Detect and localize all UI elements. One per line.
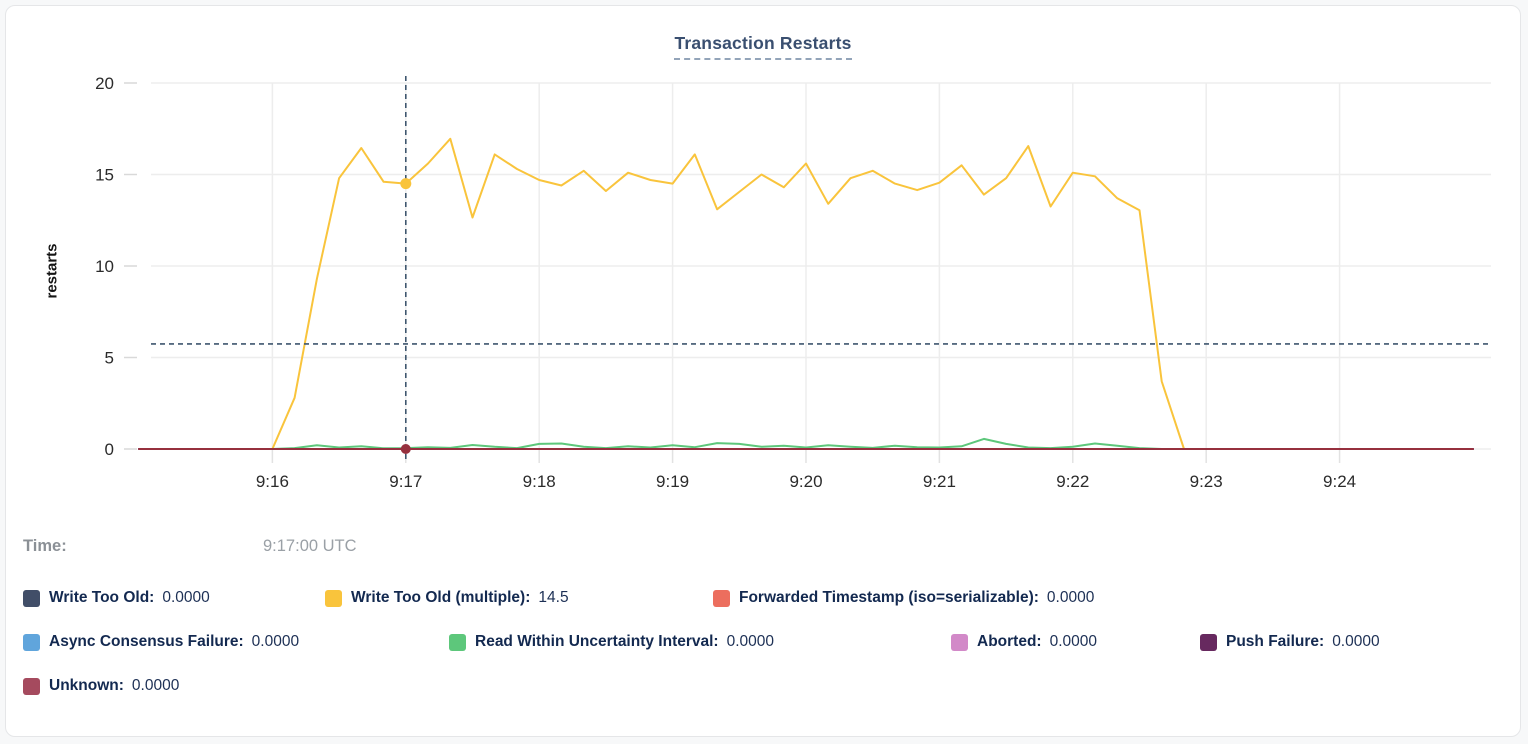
y-tick-label: 10 [95, 257, 114, 276]
legend-label: Aborted: [977, 633, 1042, 650]
legend-value: 0.0000 [1046, 589, 1095, 606]
legend-swatch-icon [951, 633, 968, 651]
chart-title[interactable]: Transaction Restarts [674, 33, 852, 60]
legend-value: 0.0000 [1332, 633, 1380, 650]
legend-item-aborted: Aborted: 0.0000 [951, 630, 1200, 654]
legend-label: Push Failure: [1226, 633, 1325, 650]
legend-label: Read Within Uncertainty Interval: [475, 633, 719, 650]
legend-label: Forwarded Timestamp (iso=serializable): [739, 589, 1039, 606]
legend-swatch-icon [23, 589, 40, 607]
legend-item-forwarded-timestamp-iso-serializable: Forwarded Timestamp (iso=serializable): 0… [713, 586, 1094, 610]
x-tick-label: 9:22 [1056, 472, 1089, 491]
hover-time-value: 9:17:00 UTC [263, 537, 357, 555]
series-line-read-within-uncertainty-interval [271, 437, 1163, 450]
legend-swatch-icon [23, 677, 40, 695]
legend-value: 0.0000 [162, 589, 210, 606]
hover-time-row: Time: 9:17:00 UTC [23, 537, 623, 556]
legend-label: Write Too Old: [49, 589, 155, 606]
legend-value: 0.0000 [251, 633, 300, 650]
legend-item-async-consensus-failure: Async Consensus Failure: 0.0000 [23, 630, 449, 654]
series-line-write-too-old-multiple [271, 137, 1185, 450]
legend-item-write-too-old-multiple: Write Too Old (multiple): 14.5 [325, 586, 713, 610]
x-tick-label: 9:21 [923, 472, 956, 491]
legend-swatch-icon [713, 589, 730, 607]
chart-header: Transaction Restarts [6, 33, 1520, 60]
legend-swatch-icon [1200, 633, 1217, 651]
legend-row: Async Consensus Failure: 0.0000 Read Withi… [23, 630, 1508, 654]
legend-item-write-too-old: Write Too Old: 0.0000 [23, 586, 325, 610]
x-tick-label: 9:16 [256, 472, 289, 491]
x-tick-label: 9:19 [656, 472, 689, 491]
x-tick-label: 9:18 [523, 472, 556, 491]
legend-swatch-icon [325, 589, 342, 607]
legend-item-push-failure: Push Failure: 0.0000 [1200, 630, 1380, 654]
x-tick-label: 9:24 [1323, 472, 1356, 491]
hover-point-write-too-old-multiple [400, 178, 412, 190]
hover-time-label: Time: [23, 537, 67, 555]
y-tick-label: 15 [95, 166, 114, 185]
legend-item-unknown: Unknown: 0.0000 [23, 674, 179, 698]
legend: Write Too Old: 0.0000 Write Too Old (multi… [23, 586, 1508, 718]
x-tick-label: 9:23 [1190, 472, 1223, 491]
legend-value: 14.5 [538, 589, 569, 606]
line-chart[interactable]: 0 5 10 15 20 9:16 9:17 9:18 9:19 9:20 9:21 9:22 9:23… [6, 6, 1520, 528]
legend-row: Write Too Old: 0.0000 Write Too Old (multi… [23, 586, 1508, 610]
legend-value: 0.0000 [726, 633, 775, 650]
legend-swatch-icon [449, 633, 466, 651]
legend-value: 0.0000 [131, 677, 180, 694]
legend-label: Unknown: [49, 677, 124, 694]
legend-value: 0.0000 [1049, 633, 1097, 650]
legend-swatch-icon [23, 633, 40, 651]
x-tick-label: 9:17 [389, 472, 422, 491]
legend-row: Unknown: 0.0000 [23, 674, 1508, 698]
y-tick-label: 5 [105, 349, 114, 368]
legend-label: Write Too Old (multiple): [351, 589, 531, 606]
y-tick-label: 20 [95, 74, 114, 93]
x-tick-label: 9:20 [789, 472, 822, 491]
legend-label: Async Consensus Failure: [49, 633, 244, 650]
y-tick-label: 0 [105, 440, 114, 459]
y-axis-label: restarts [43, 243, 61, 299]
chart-card: Transaction Restarts restarts 0 5 10 15 20 9:… [5, 5, 1521, 737]
hover-point-unknown [400, 444, 411, 454]
legend-item-read-within-uncertainty-interval: Read Within Uncertainty Interval: 0.0000 [449, 630, 951, 654]
